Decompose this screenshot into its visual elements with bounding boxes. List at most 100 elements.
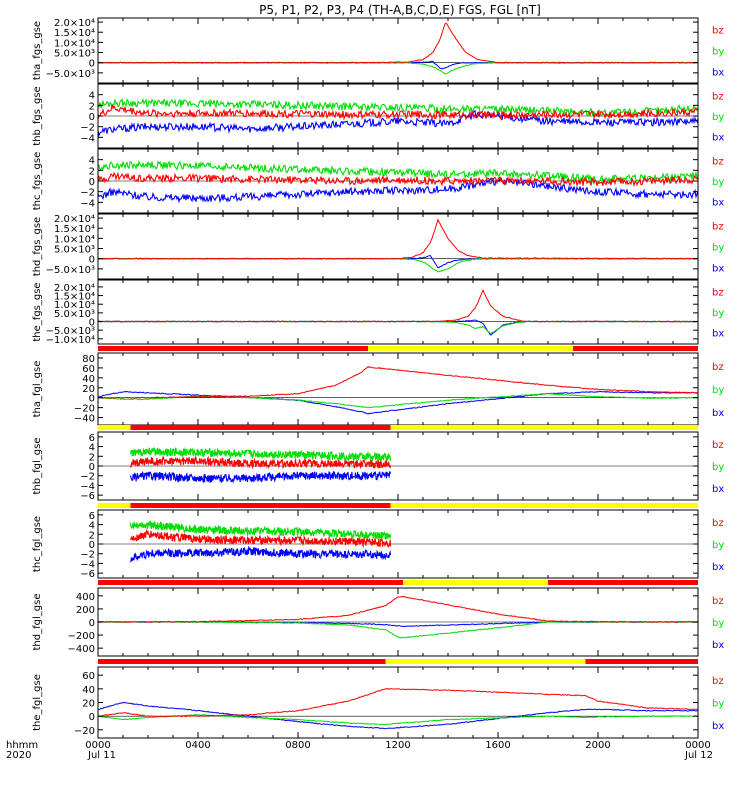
date-right-label: Jul 12 (684, 750, 713, 761)
series-by-line (129, 446, 392, 464)
legend-bx: bx (712, 328, 724, 339)
status-bar-segment-yellow (403, 580, 548, 585)
year-label: 2020 (6, 750, 31, 761)
y-tick-label: 0 (89, 177, 95, 188)
y-tick-label: 2.0×10⁴ (54, 214, 95, 225)
y-tick-label: −6 (80, 491, 95, 502)
series-bz-line (97, 104, 699, 121)
legend-bx: bx (712, 197, 724, 208)
panel-p10: 60 40 20 0 −20 the_fgl_gse bz by bx (32, 659, 724, 739)
legend-by: by (712, 308, 724, 319)
date-left-label: Jul 11 (87, 750, 116, 761)
panel-p2: 420−2−4 thb_fgs_gse bz by bx (32, 83, 724, 149)
series-by-line (98, 392, 699, 409)
series-bx-line (130, 545, 392, 563)
legend-bx: bx (712, 562, 724, 573)
y-tick-label: 2 (89, 530, 95, 541)
y-tick-label: −2 (80, 123, 95, 134)
y-tick-label: 80 (82, 354, 95, 365)
y-tick-label: −2 (80, 550, 95, 561)
y-tick-label: −6 (80, 569, 95, 580)
legend-by: by (712, 618, 724, 629)
status-bar-segment-yellow (390, 425, 698, 430)
legend-bz: bz (712, 676, 724, 687)
legend-bz: bz (712, 157, 724, 168)
status-bar-segment-red (130, 503, 391, 508)
y-tick-label: 4 (89, 521, 95, 532)
y-tick-label: 2.0×10⁴ (54, 283, 95, 294)
y-tick-label: 5.0×10³ (54, 245, 95, 256)
y-tick-label: 0 (89, 540, 95, 551)
legend-bz: bz (712, 222, 724, 233)
legend-bz: bz (712, 26, 724, 37)
y-tick-label: 1.5×10⁴ (54, 28, 95, 39)
status-bar-segment-yellow (98, 425, 131, 430)
y-tick-label: 4 (89, 443, 95, 454)
series-by-line (97, 713, 699, 726)
status-bar-segment-red (573, 346, 698, 351)
series-bz-line (129, 528, 392, 549)
y-tick-label: 0 (89, 462, 95, 473)
legend-by: by (712, 112, 724, 123)
status-bar-segment-red (98, 580, 403, 585)
y-tick-label: 1.0×10⁴ (54, 234, 95, 245)
status-bar-segment-red (98, 346, 368, 351)
panel-p3: 420−2−4 thc_fgs_gse bz by bx (32, 148, 724, 214)
panel-p4: 2.0×10⁴1.5×10⁴1.0×10⁴5.0×10³0−5.0×10³thd… (32, 213, 724, 280)
x-tick-label: 0400 (185, 740, 210, 751)
y-tick-label: −5.0×10³ (46, 69, 95, 80)
y-axis-label: thb_fgl_gse (32, 438, 43, 495)
y-tick-label: 2 (89, 101, 95, 112)
status-bar-segment-red (585, 659, 698, 664)
y-tick-label: 0 (89, 112, 95, 123)
y-tick-label: −4 (80, 481, 95, 492)
x-tick-label: 0000 (685, 740, 710, 751)
series-bx-line (129, 470, 392, 484)
y-axis-label: thb_fgs_gse (32, 86, 43, 145)
legend-by: by (712, 462, 724, 473)
legend-by: by (712, 385, 724, 396)
y-tick-label: 4 (89, 91, 95, 102)
y-tick-label: 400 (76, 592, 95, 603)
legend-bx: bx (712, 640, 724, 651)
y-tick-label: −200 (68, 631, 95, 642)
y-axis-label: tha_fgs_gse (32, 21, 43, 80)
series-bz-line (97, 365, 699, 399)
y-tick-label: −4 (80, 559, 95, 570)
y-axis-label: tha_fgl_gse (32, 361, 43, 418)
y-tick-label: 20 (82, 384, 95, 395)
x-tick-label: 1200 (385, 740, 410, 751)
y-axis-label: the_fgs_gse (32, 282, 43, 341)
series-bx-line (97, 701, 699, 730)
y-tick-label: 60 (82, 671, 95, 682)
legend-bx: bx (712, 721, 724, 732)
y-axis-label: thd_fgl_gse (32, 594, 43, 651)
y-tick-label: 1.5×10⁴ (54, 224, 95, 235)
y-tick-label: −5.0×10³ (46, 326, 95, 337)
y-tick-label: 6 (89, 511, 95, 522)
legend-by: by (712, 177, 724, 188)
y-tick-label: 200 (76, 605, 95, 616)
legend-bx: bx (712, 132, 724, 143)
x-tick-label: 2000 (585, 740, 610, 751)
y-axis-label: the_fgl_gse (32, 674, 43, 731)
series-bz-line (97, 595, 698, 623)
series-bz-line (97, 687, 699, 718)
y-tick-label: 0 (89, 394, 95, 405)
y-tick-label: 1.5×10⁴ (54, 292, 95, 303)
y-tick-label: −20 (74, 726, 95, 737)
series-bz-line (129, 455, 392, 470)
y-tick-label: −1.0×10⁴ (46, 335, 95, 346)
series-by-line (129, 520, 392, 541)
series-bz-line (97, 22, 699, 64)
legend-bz: bz (712, 288, 724, 299)
y-tick-label: 0 (89, 618, 95, 629)
y-tick-label: 0 (89, 255, 95, 266)
legend-bz: bz (712, 440, 724, 451)
y-tick-label: 1.0×10⁴ (54, 300, 95, 311)
series-bx-line (97, 177, 699, 204)
legend-bz: bz (712, 92, 724, 103)
y-tick-label: 5.0×10³ (54, 49, 95, 60)
